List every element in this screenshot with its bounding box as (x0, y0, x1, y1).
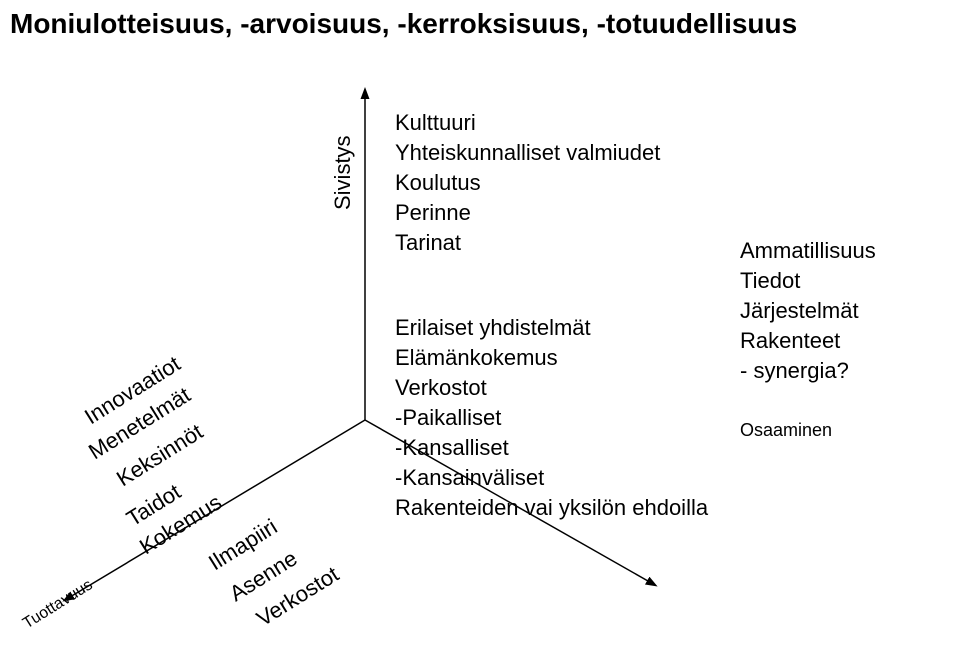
right-block-line-2: Järjestelmät (740, 298, 859, 324)
right-block-line-3: Rakenteet (740, 328, 840, 354)
right-block-line-0: Ammatillisuus (740, 238, 876, 264)
mid-block-line-0: Erilaiset yhdistelmät (395, 315, 591, 341)
mid-block-line-1: Elämänkokemus (395, 345, 558, 371)
top-block-line-4: Tarinat (395, 230, 461, 256)
top-block-line-3: Perinne (395, 200, 471, 226)
y-axis-label: Sivistys (330, 135, 356, 210)
mid-block-line-3: -Paikalliset (395, 405, 501, 431)
mid-block-line-6: Rakenteiden vai yksilön ehdoilla (395, 495, 708, 521)
mid-block-line-5: -Kansainväliset (395, 465, 544, 491)
right-block-line-4: - synergia? (740, 358, 849, 384)
right-block-line-1: Tiedot (740, 268, 800, 294)
mid-block-line-2: Verkostot (395, 375, 487, 401)
top-block-line-1: Yhteiskunnalliset valmiudet (395, 140, 660, 166)
mid-block-line-4: -Kansalliset (395, 435, 509, 461)
top-block-line-0: Kulttuuri (395, 110, 476, 136)
right-block-footer: Osaaminen (740, 420, 832, 441)
top-block-line-2: Koulutus (395, 170, 481, 196)
